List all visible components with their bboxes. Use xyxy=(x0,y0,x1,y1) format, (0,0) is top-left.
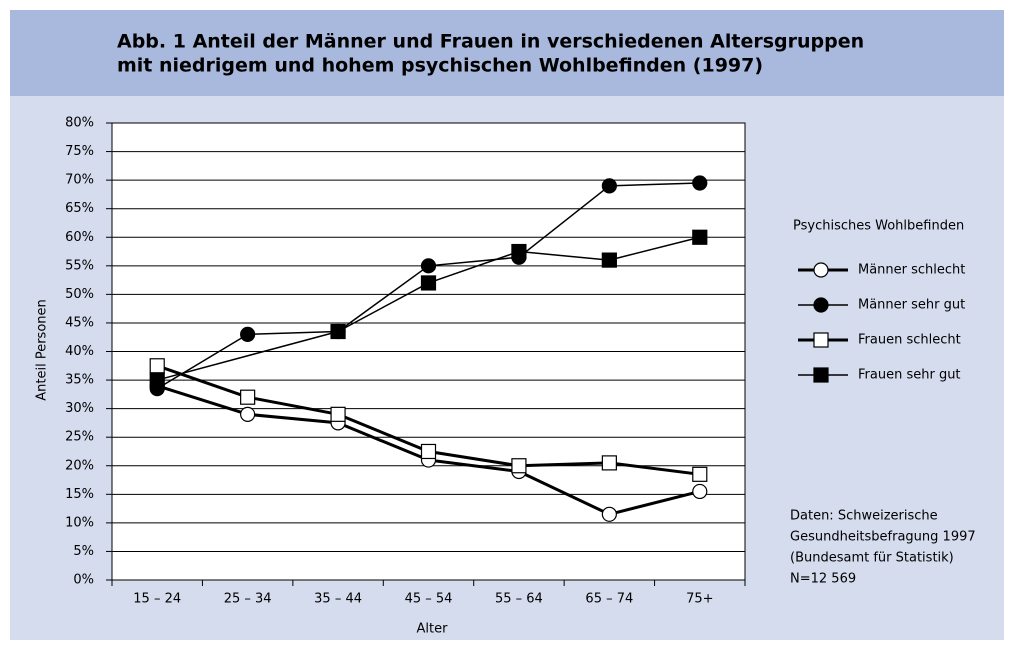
marker xyxy=(240,326,256,342)
series-line xyxy=(428,449,520,468)
source-note: Gesundheitsbefragung 1997 xyxy=(790,530,976,545)
x-tick-label: 75+ xyxy=(686,592,713,607)
x-tick-label: 25 – 34 xyxy=(224,592,272,607)
y-tick-label: 50% xyxy=(65,287,94,302)
x-tick-label: 65 – 74 xyxy=(585,592,633,607)
marker xyxy=(330,323,346,340)
x-axis-label: Alter xyxy=(417,622,449,637)
series-line xyxy=(156,384,249,416)
marker xyxy=(420,443,437,460)
series-line xyxy=(337,412,430,453)
y-tick-label: 40% xyxy=(65,344,94,359)
series-line xyxy=(608,490,701,516)
legend-label: Frauen sehr gut xyxy=(858,368,961,383)
x-tick-label: 45 – 54 xyxy=(405,592,453,607)
series-line xyxy=(428,256,519,267)
legend-label: Männer sehr gut xyxy=(858,298,965,313)
y-tick-label: 65% xyxy=(65,201,94,216)
source-note: (Bundesamt für Statistik) xyxy=(790,551,954,566)
marker xyxy=(692,466,708,482)
series-line xyxy=(518,185,610,258)
y-tick-label: 25% xyxy=(65,430,94,445)
marker xyxy=(149,372,165,388)
series-line xyxy=(156,333,249,390)
source-note: N=12 569 xyxy=(790,572,856,587)
legend-title: Psychisches Wohlbefinden xyxy=(793,219,964,234)
y-tick-label: 80% xyxy=(65,116,94,131)
marker xyxy=(149,358,165,374)
chart-title: Abb. 1 Anteil der Männer und Frauen in v… xyxy=(117,31,864,53)
series-line xyxy=(247,412,339,425)
x-tick-label: 35 – 44 xyxy=(314,592,362,607)
marker xyxy=(240,406,256,422)
y-tick-label: 70% xyxy=(65,173,94,188)
legend-label: Männer schlecht xyxy=(858,263,965,278)
x-tick-label: 55 – 64 xyxy=(495,592,543,607)
x-tick-label: 15 – 24 xyxy=(133,592,181,607)
y-tick-label: 15% xyxy=(65,487,94,502)
marker xyxy=(813,367,829,383)
marker xyxy=(420,258,437,274)
series-line xyxy=(247,330,339,336)
marker xyxy=(813,262,829,278)
y-tick-label: 35% xyxy=(65,373,94,388)
marker xyxy=(601,506,617,522)
series-line xyxy=(518,250,610,261)
marker xyxy=(692,483,708,500)
y-tick-label: 5% xyxy=(73,544,94,559)
series-line xyxy=(247,395,339,416)
series-line xyxy=(609,461,700,476)
y-tick-label: 30% xyxy=(65,401,94,416)
marker xyxy=(601,178,617,194)
y-tick-label: 60% xyxy=(65,230,94,245)
series-line xyxy=(337,265,429,333)
series-line xyxy=(156,364,249,399)
series-line xyxy=(337,421,430,462)
y-tick-label: 45% xyxy=(65,315,94,330)
y-tick-label: 55% xyxy=(65,258,94,273)
series-line xyxy=(428,458,520,473)
marker xyxy=(601,455,617,471)
marker xyxy=(240,389,256,405)
marker xyxy=(813,332,829,348)
chart-title: mit niedrigem und hohem psychischen Wohl… xyxy=(117,55,763,77)
series-line xyxy=(609,236,700,261)
y-tick-label: 75% xyxy=(65,144,94,159)
series-line xyxy=(518,461,610,468)
y-tick-label: 0% xyxy=(73,573,94,588)
marker xyxy=(692,175,708,191)
marker xyxy=(601,252,617,268)
series-line xyxy=(337,282,429,333)
marker xyxy=(420,275,437,291)
legend-label: Frauen schlecht xyxy=(858,333,961,348)
source-note: Daten: Schweizerische xyxy=(790,509,938,524)
y-axis-label: Anteil Personen xyxy=(35,299,50,401)
header-band xyxy=(10,10,1004,96)
series-line xyxy=(428,250,520,284)
y-tick-label: 10% xyxy=(65,515,94,530)
y-tick-label: 20% xyxy=(65,458,94,473)
marker xyxy=(511,243,527,260)
marker xyxy=(692,229,708,245)
marker xyxy=(330,406,346,422)
series-line xyxy=(518,470,610,516)
marker xyxy=(511,458,527,474)
series-line xyxy=(157,330,339,381)
marker xyxy=(813,297,829,313)
series-line xyxy=(609,182,700,187)
